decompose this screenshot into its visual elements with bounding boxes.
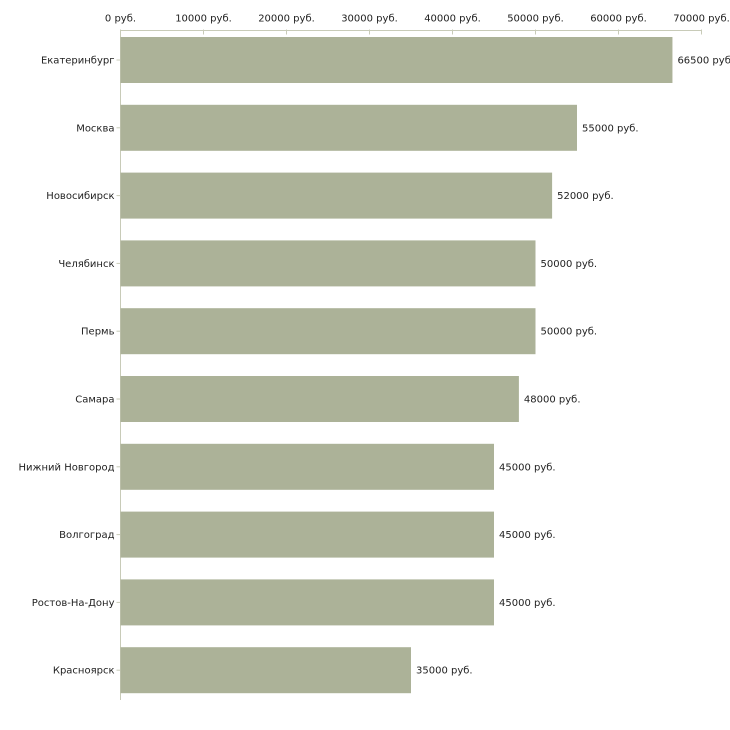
bar <box>120 104 577 151</box>
x-tick-label: 20000 руб. <box>258 14 315 25</box>
value-label: 55000 руб. <box>582 123 639 134</box>
bar <box>120 647 411 694</box>
x-tick-label: 10000 руб. <box>175 14 232 25</box>
category-label: Ростов-На-Дону <box>32 598 115 609</box>
category-label: Самара <box>75 395 114 406</box>
category-label: Челябинск <box>58 259 114 270</box>
value-label: 45000 руб. <box>499 462 556 473</box>
bar <box>120 511 494 558</box>
value-label: 45000 руб. <box>499 530 556 541</box>
x-tick-label: 40000 руб. <box>424 14 481 25</box>
category-label: Москва <box>76 123 114 134</box>
value-label: 50000 руб. <box>541 259 598 270</box>
category-label: Новосибирск <box>46 191 114 202</box>
value-label: 50000 руб. <box>541 327 598 338</box>
bar <box>120 443 494 490</box>
category-label: Нижний Новгород <box>18 462 114 473</box>
value-label: 45000 руб. <box>499 598 556 609</box>
bar <box>120 172 553 219</box>
x-tick-label: 0 руб. <box>105 14 136 25</box>
category-label: Пермь <box>81 327 115 338</box>
category-label: Екатеринбург <box>41 56 115 67</box>
bar <box>120 37 673 83</box>
x-tick-label: 70000 руб. <box>673 14 730 25</box>
value-label: 35000 руб. <box>416 666 473 677</box>
bar <box>120 240 536 287</box>
bar <box>120 376 519 422</box>
value-label: 66500 руб. <box>677 56 730 67</box>
x-tick-label: 30000 руб. <box>341 14 398 25</box>
bar <box>120 308 536 355</box>
category-label: Волгоград <box>59 530 114 541</box>
bar <box>120 579 494 626</box>
x-tick-label: 60000 руб. <box>590 14 647 25</box>
category-label: Красноярск <box>53 666 115 677</box>
value-label: 52000 руб. <box>557 191 614 202</box>
value-label: 48000 руб. <box>524 395 581 406</box>
x-tick-label: 50000 руб. <box>507 14 564 25</box>
